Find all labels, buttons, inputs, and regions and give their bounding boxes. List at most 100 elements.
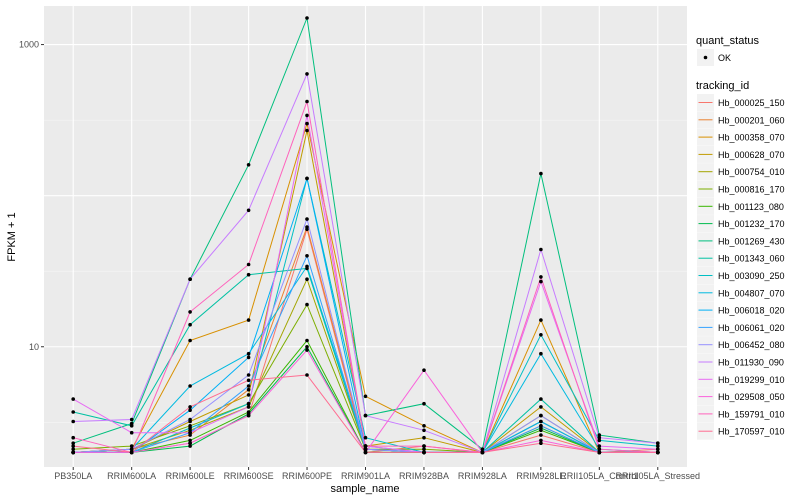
data-point xyxy=(597,447,602,452)
data-point xyxy=(480,447,485,452)
data-point xyxy=(422,447,426,452)
x-tick-label: RRIM600PE xyxy=(282,471,332,481)
legend-label: Hb_170597_010 xyxy=(718,427,785,437)
legend-label: Hb_000358_070 xyxy=(718,133,785,143)
x-tick-label: RRIM600SE xyxy=(224,471,274,481)
legend-quant-label: OK xyxy=(718,53,731,63)
data-point xyxy=(422,444,426,448)
y-tick-label: 1000 xyxy=(19,40,39,50)
data-point xyxy=(539,333,543,337)
x-tick-label: RRII105LA_Control xyxy=(560,471,638,481)
data-point xyxy=(305,373,309,377)
data-point xyxy=(305,277,309,282)
data-point xyxy=(246,318,251,322)
data-point xyxy=(363,435,368,440)
data-point xyxy=(480,450,485,455)
legend-label: Hb_006061_020 xyxy=(718,323,785,333)
data-point xyxy=(246,384,251,388)
data-point xyxy=(129,430,134,435)
data-point xyxy=(129,424,134,428)
data-point xyxy=(188,417,192,422)
data-point xyxy=(597,438,602,443)
data-point xyxy=(539,441,543,446)
legend-label: Hb_019299_010 xyxy=(718,375,785,385)
data-point xyxy=(422,435,426,440)
data-point xyxy=(305,128,309,133)
data-point xyxy=(305,121,309,126)
legend-label: Hb_000816_170 xyxy=(718,185,785,195)
x-tick-label: RRIM600LA xyxy=(107,471,156,481)
legend-label: Hb_006018_020 xyxy=(718,306,785,316)
data-point xyxy=(305,225,309,229)
legend-label: Hb_159791_010 xyxy=(718,409,785,419)
legend-label: Hb_004807_070 xyxy=(718,288,785,298)
data-point xyxy=(422,424,426,428)
data-point xyxy=(656,447,660,452)
x-tick-label: RRII105LA_Stressed xyxy=(615,471,700,481)
data-point xyxy=(71,435,75,440)
data-point xyxy=(539,413,543,418)
data-point xyxy=(246,401,251,406)
data-point xyxy=(71,410,75,414)
y-axis-ticks: 10 1000 xyxy=(19,40,44,352)
data-point xyxy=(129,417,134,422)
legend-label: Hb_029508_050 xyxy=(718,392,785,402)
data-point xyxy=(597,444,602,448)
data-point xyxy=(539,351,543,356)
data-point xyxy=(305,113,309,118)
data-point xyxy=(305,72,309,76)
data-point xyxy=(305,217,309,221)
data-point xyxy=(305,345,309,349)
data-point xyxy=(597,433,602,437)
x-tick-label: RRIM600LE xyxy=(166,471,215,481)
data-point xyxy=(539,438,543,443)
series-points xyxy=(71,16,660,455)
data-point xyxy=(246,393,251,397)
data-point xyxy=(246,387,251,392)
legend-label: Hb_000628_070 xyxy=(718,150,785,160)
data-point xyxy=(305,264,309,269)
data-point xyxy=(246,373,251,377)
data-point xyxy=(71,444,75,448)
data-point xyxy=(188,408,192,413)
legend-label: Hb_001343_060 xyxy=(718,254,785,264)
data-point xyxy=(246,163,251,167)
data-point xyxy=(246,262,251,267)
data-point xyxy=(305,254,309,258)
data-point xyxy=(656,444,660,448)
data-point xyxy=(539,247,543,252)
legend-label: Hb_003090_250 xyxy=(718,271,785,281)
data-point xyxy=(539,424,543,428)
data-point xyxy=(597,450,602,455)
x-tick-label: RRIM928BA xyxy=(399,471,449,481)
y-axis-title: FPKM + 1 xyxy=(6,212,18,261)
data-point xyxy=(129,447,134,452)
legend-tracking-title: tracking_id xyxy=(696,80,749,92)
legend-label: Hb_001232_170 xyxy=(718,219,785,229)
legend-quant-point xyxy=(703,55,708,60)
data-point xyxy=(246,413,251,418)
data-point xyxy=(656,441,660,446)
x-tick-label: RRIM928LE xyxy=(516,471,565,481)
data-point xyxy=(246,208,251,213)
legend-label: Hb_001123_080 xyxy=(718,202,784,212)
data-point xyxy=(71,397,75,401)
data-point xyxy=(246,272,251,277)
data-point xyxy=(246,355,251,360)
data-point xyxy=(305,99,309,104)
data-point xyxy=(188,338,192,343)
data-point xyxy=(305,302,309,307)
legend-quant-title: quant_status xyxy=(696,35,759,47)
data-point xyxy=(188,426,192,430)
data-point xyxy=(129,444,134,448)
data-point xyxy=(539,405,543,409)
data-point xyxy=(363,394,368,399)
x-axis-ticks: PB350LA RRIM600LA RRIM600LE RRIM600SE RRIM60… xyxy=(54,467,700,481)
data-point xyxy=(422,401,426,406)
data-point xyxy=(422,450,426,455)
x-tick-label: PB350LA xyxy=(54,471,92,481)
legend-label: Hb_000201_060 xyxy=(718,115,785,125)
data-point xyxy=(129,450,134,455)
data-point xyxy=(71,419,75,424)
